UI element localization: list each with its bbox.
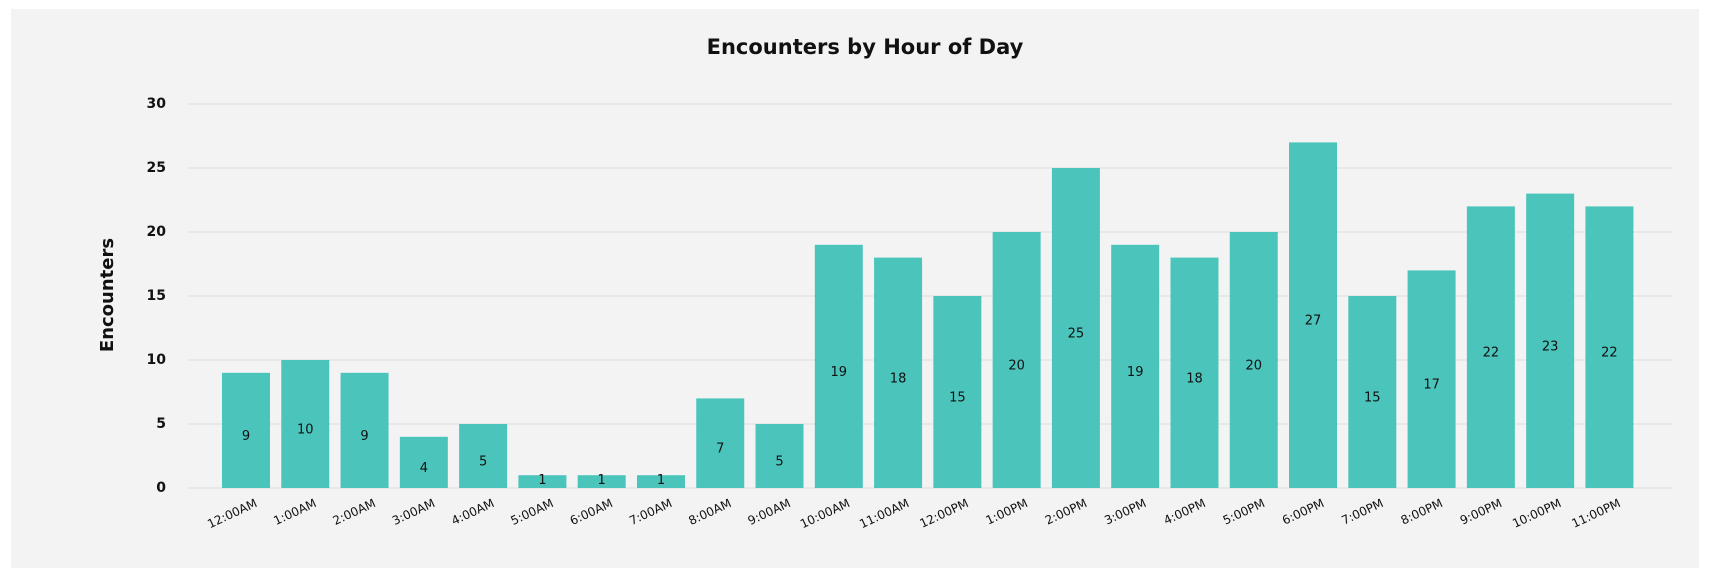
bar xyxy=(1051,168,1100,488)
bar xyxy=(1526,193,1575,488)
bar xyxy=(518,475,567,488)
value-label: 22 xyxy=(1483,346,1500,361)
value-label: 5 xyxy=(479,455,487,470)
bar xyxy=(814,244,863,488)
value-label: 23 xyxy=(1542,339,1559,354)
value-label: 15 xyxy=(1364,391,1381,406)
y-tick-label: 15 xyxy=(147,288,166,304)
value-label: 20 xyxy=(1245,359,1262,374)
y-tick-label: 25 xyxy=(147,160,166,176)
y-tick-label: 10 xyxy=(147,352,167,368)
value-label: 18 xyxy=(890,371,907,386)
bar xyxy=(1170,257,1219,488)
value-label: 17 xyxy=(1423,378,1440,393)
bar xyxy=(1348,296,1397,488)
y-tick-label: 5 xyxy=(156,416,166,432)
bar xyxy=(1289,142,1338,488)
value-label: 20 xyxy=(1008,359,1025,374)
bar xyxy=(399,436,448,488)
y-tick-label: 0 xyxy=(156,480,166,496)
value-label: 18 xyxy=(1186,371,1203,386)
value-label: 1 xyxy=(598,473,606,488)
bar xyxy=(1585,206,1634,488)
bar xyxy=(577,475,626,488)
bar xyxy=(874,257,923,488)
value-label: 4 xyxy=(420,461,428,476)
value-label: 1 xyxy=(657,473,665,488)
y-axis-label: Encounters xyxy=(97,238,118,352)
value-label: 10 xyxy=(297,423,314,438)
chart-title: Encounters by Hour of Day xyxy=(707,35,1024,59)
value-label: 5 xyxy=(775,455,783,470)
bar xyxy=(281,360,330,488)
value-label: 15 xyxy=(949,391,966,406)
bar xyxy=(992,232,1041,488)
value-label: 7 xyxy=(716,442,724,457)
bar xyxy=(459,424,508,488)
value-label: 19 xyxy=(1127,365,1144,380)
bar xyxy=(1111,244,1160,488)
bar xyxy=(1407,270,1456,488)
bar xyxy=(755,424,804,488)
bar xyxy=(933,296,982,488)
value-label: 22 xyxy=(1601,346,1618,361)
value-label: 19 xyxy=(831,365,848,380)
value-label: 25 xyxy=(1068,327,1085,342)
value-label: 1 xyxy=(538,473,546,488)
bar xyxy=(1466,206,1515,488)
bar xyxy=(222,372,270,488)
y-tick-label: 20 xyxy=(147,224,167,240)
value-label: 9 xyxy=(360,429,368,444)
value-label: 9 xyxy=(242,429,250,444)
y-tick-label: 30 xyxy=(147,96,167,112)
bar xyxy=(696,398,745,488)
value-label: 27 xyxy=(1305,314,1322,329)
bar xyxy=(636,475,685,488)
bar xyxy=(1229,232,1278,488)
bar xyxy=(340,372,389,488)
